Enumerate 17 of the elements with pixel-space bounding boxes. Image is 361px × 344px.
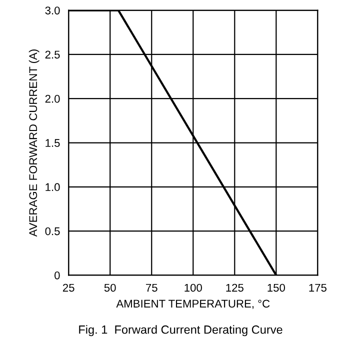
y-axis-title: AVERAGE FORWARD CURRENT (A) xyxy=(28,50,40,237)
x-tick-label: 100 xyxy=(184,284,202,292)
x-tick-label: 25 xyxy=(62,284,74,292)
x-tick-label: 50 xyxy=(104,284,116,292)
x-tick-label: 75 xyxy=(146,284,158,292)
y-tick-label: 1.0 xyxy=(46,183,60,192)
x-tick-label: 175 xyxy=(309,284,326,292)
y-tick-label: 2.0 xyxy=(45,94,60,103)
x-tick-label: 125 xyxy=(226,284,244,292)
caption: Fig. 1 Forward Current Derating Curve xyxy=(79,325,282,336)
y-tick-label: 0.5 xyxy=(45,227,60,236)
y-tick-label: 2.5 xyxy=(45,50,60,59)
x-tick-label: 150 xyxy=(268,284,285,292)
y-tick-label: 0 xyxy=(54,271,60,280)
y-tick-label: 1.5 xyxy=(46,139,60,147)
x-axis-title: AMBIENT TEMPERATURE, °C xyxy=(116,300,270,309)
y-tick-label: 3.0 xyxy=(45,6,60,14)
